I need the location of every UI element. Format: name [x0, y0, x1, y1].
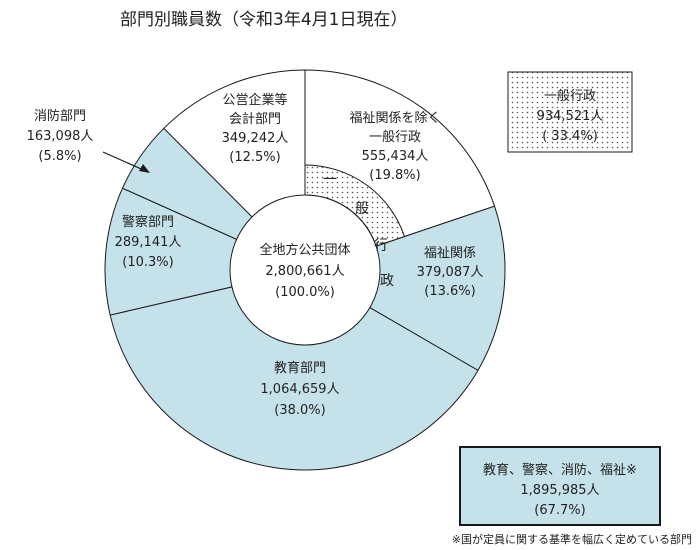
- slice-name: 公営企業等: [222, 92, 287, 108]
- center-circle: [229, 194, 381, 346]
- footnote: ※国が定員に関する基準を幅広く定めている部門: [452, 532, 692, 546]
- slice-label-fire: 消防部門 163,098人 (5.8%): [27, 108, 94, 164]
- slice-name: 会計部門: [229, 111, 281, 127]
- slice-name: 福祉関係を除く: [349, 111, 440, 126]
- slice-welfare: [303, 205, 506, 372]
- slice-name: 警察部門: [122, 214, 174, 230]
- inner-ring-char: 行: [374, 238, 388, 254]
- slice-label-education: 教育部門 1,064,659人 (38.0%): [260, 360, 339, 418]
- center-name: 全地方公共団体: [259, 242, 350, 258]
- slice-count: 349,242人: [222, 131, 289, 146]
- inner-ring-char: 一: [323, 172, 337, 188]
- chart-title: 部門別職員数（令和3年4月1日現在）: [120, 10, 407, 30]
- slice-share: (38.0%): [274, 403, 325, 418]
- inner-ring-label: 一 般 行 政: [323, 172, 394, 289]
- slice-name: 福祉関係: [424, 246, 476, 261]
- inner-ring-char: 政: [380, 273, 394, 289]
- summary-line: 1,895,985人: [520, 483, 599, 498]
- slice-name: 教育部門: [274, 360, 326, 376]
- slice-share: (13.6%): [424, 284, 475, 299]
- specific-departments-summary-box: 教育、警察、消防、福祉※ 1,895,985人 (67.7%): [459, 446, 661, 526]
- center-share: (100.0%): [275, 285, 335, 300]
- center-count: 2,800,661人: [265, 264, 344, 279]
- center-label: 全地方公共団体 2,800,661人 (100.0%): [259, 242, 350, 300]
- slice-education: [109, 269, 479, 471]
- inner-ring-char: 般: [355, 201, 369, 217]
- summary-line: 一般行政: [544, 88, 596, 104]
- slice-count: 1,064,659人: [260, 382, 339, 397]
- slice-name: 消防部門: [34, 108, 86, 124]
- summary-line: (67.7%): [534, 503, 585, 518]
- summary-line: ( 33.4%): [542, 129, 598, 144]
- summary-line: 教育、警察、消防、福祉※: [483, 462, 637, 478]
- summary-box-frame: [507, 71, 633, 153]
- slice-label-police: 警察部門 289,141人 (10.3%): [115, 214, 182, 270]
- slice-count: 555,434人: [362, 149, 429, 164]
- summary-box-frame: [459, 446, 661, 526]
- slice-share: (19.8%): [369, 168, 420, 183]
- summary-line: 934,521人: [537, 109, 604, 124]
- slice-count: 163,098人: [27, 129, 94, 144]
- fire-leader-arrowhead: [139, 164, 150, 173]
- slice-count: 379,087人: [417, 265, 484, 280]
- slice-label-public-enterprise: 公営企業等 会計部門 349,242人 (12.5%): [222, 92, 289, 165]
- slice-share: (12.5%): [229, 150, 280, 165]
- slice-count: 289,141人: [115, 235, 182, 250]
- slice-police: [104, 187, 307, 316]
- slice-share: (5.8%): [38, 149, 81, 164]
- slice-label-welfare-excluded: 福祉関係を除く 一般行政 555,434人 (19.8%): [349, 111, 440, 183]
- slice-share: (10.3%): [122, 255, 173, 270]
- slice-name: 一般行政: [369, 129, 421, 145]
- slice-label-welfare: 福祉関係 379,087人 (13.6%): [417, 246, 484, 299]
- general-admin-summary-box: 一般行政 934,521人 ( 33.4%): [507, 71, 633, 153]
